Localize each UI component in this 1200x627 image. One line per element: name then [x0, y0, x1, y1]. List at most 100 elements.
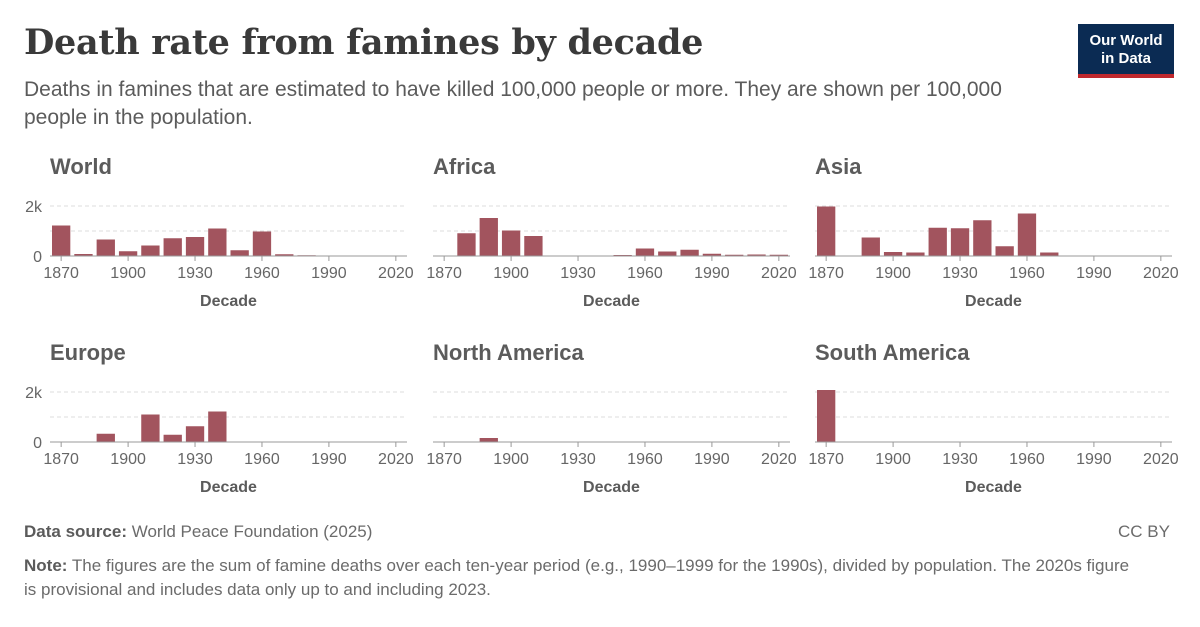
- x-tick-label: 1960: [244, 451, 280, 468]
- bar-europe-1910[interactable]: [141, 414, 160, 443]
- x-tick-label: 2020: [378, 265, 414, 282]
- bar-asia-1930[interactable]: [950, 228, 970, 256]
- note: Note: The figures are the sum of famine …: [24, 554, 1134, 602]
- x-tick-label: 2020: [761, 451, 797, 468]
- bar-africa-2020[interactable]: [769, 254, 788, 256]
- logo-line-2: in Data: [1100, 50, 1151, 67]
- bar-africa-1960[interactable]: [635, 248, 655, 257]
- bar-asia-1920[interactable]: [928, 227, 947, 256]
- x-tick-label: 1900: [875, 451, 911, 468]
- bar-asia-1950[interactable]: [995, 246, 1014, 256]
- panel-title-world: World: [50, 154, 112, 179]
- x-tick-label: 1930: [942, 265, 978, 282]
- x-tick-label: 1870: [43, 265, 79, 282]
- x-tick-label: 1870: [808, 451, 844, 468]
- chart-subtitle: Deaths in famines that are estimated to …: [24, 78, 1002, 129]
- bar-africa-1990[interactable]: [702, 253, 722, 256]
- panel-europe: Europe 0 2k 1870 1900 1930 1960 1990 2020 Decade: [25, 340, 414, 496]
- x-tick-label: 1960: [1009, 451, 1045, 468]
- bar-world-1870[interactable]: [52, 225, 71, 257]
- bar-world-1910[interactable]: [141, 245, 160, 257]
- data-source: Data source: World Peace Foundation (202…: [24, 522, 372, 542]
- x-tick-label: 1960: [244, 265, 280, 282]
- x-tick-label: 1870: [426, 265, 462, 282]
- x-tick-label: 1960: [627, 451, 663, 468]
- x-tick-label: 1870: [43, 451, 79, 468]
- x-tick-label: 1900: [493, 451, 529, 468]
- x-tick-label: 1990: [1076, 265, 1112, 282]
- bar-world-1920[interactable]: [163, 238, 182, 256]
- bar-europe-1920[interactable]: [163, 434, 182, 442]
- bar-asia-1910[interactable]: [906, 252, 925, 257]
- bar-asia-1870[interactable]: [817, 206, 836, 257]
- x-tick-label: 1990: [694, 265, 730, 282]
- logo-line-1: Our World: [1089, 32, 1163, 49]
- x-axis-label: Decade: [200, 293, 257, 310]
- bar-africa-1900[interactable]: [501, 230, 521, 257]
- owid-logo[interactable]: Our World in Data: [1078, 24, 1174, 78]
- x-tick-label: 1990: [694, 451, 730, 468]
- x-axis-label: Decade: [583, 479, 640, 496]
- data-source-label: Data source:: [24, 522, 127, 541]
- bar-asia-1940[interactable]: [973, 220, 992, 256]
- x-tick-label: 1990: [1076, 451, 1112, 468]
- bar-north-america-1890[interactable]: [479, 438, 498, 442]
- x-tick-label: 2020: [761, 265, 797, 282]
- y-tick-label: 2k: [25, 385, 43, 402]
- bar-world-1890[interactable]: [96, 239, 115, 257]
- bar-africa-1880[interactable]: [457, 233, 476, 256]
- license[interactable]: CC BY: [1118, 522, 1170, 541]
- x-tick-label: 2020: [378, 451, 414, 468]
- panel-title-north-america: North America: [433, 340, 585, 365]
- x-axis-label: Decade: [965, 479, 1022, 496]
- data-source-text[interactable]: World Peace Foundation (2025): [131, 522, 373, 541]
- x-tick-label: 1990: [311, 451, 347, 468]
- x-tick-label: 1870: [426, 451, 462, 468]
- panel-title-south-america: South America: [815, 340, 970, 365]
- x-tick-label: 2020: [1143, 265, 1179, 282]
- bar-world-1940[interactable]: [208, 228, 227, 257]
- bar-africa-1890[interactable]: [479, 218, 498, 256]
- bar-europe-1890[interactable]: [96, 433, 115, 442]
- bar-world-1930[interactable]: [185, 237, 205, 256]
- panel-world: World 0 2k 1870 1900 1930 1960 1990 2020 Decade: [25, 154, 414, 310]
- bar-africa-1980[interactable]: [680, 249, 699, 256]
- bar-world-1880[interactable]: [74, 254, 93, 256]
- panel-title-africa: Africa: [433, 154, 496, 179]
- bar-africa-1970[interactable]: [658, 251, 677, 257]
- x-tick-label: 1990: [311, 265, 347, 282]
- bar-asia-1890[interactable]: [861, 237, 880, 257]
- x-tick-label: 1960: [627, 265, 663, 282]
- x-axis-label: Decade: [200, 479, 257, 496]
- bar-world-1950[interactable]: [230, 250, 249, 256]
- y-tick-label: 0: [33, 435, 42, 452]
- x-tick-label: 1900: [110, 451, 146, 468]
- x-tick-label: 1930: [560, 265, 596, 282]
- panel-north-america: North America 1870 1900 1930 1960 1990 2020 Dec…: [426, 340, 796, 496]
- bar-world-1900[interactable]: [118, 251, 138, 256]
- y-tick-label: 2k: [25, 199, 43, 216]
- bar-africa-2010[interactable]: [747, 254, 766, 257]
- panel-title-asia: Asia: [815, 154, 862, 179]
- x-axis-label: Decade: [965, 293, 1022, 310]
- panel-south-america: South America 1870 1900 1930 1960 1990 2020 Dec…: [808, 340, 1178, 496]
- bar-asia-1900[interactable]: [883, 252, 903, 256]
- chart-title: Death rate from famines by decade: [24, 22, 704, 63]
- small-multiples-chart: World 0 2k 1870 1900 1930 1960 1990 2020 Decade Af…: [25, 154, 1179, 496]
- bar-asia-1960[interactable]: [1017, 213, 1037, 257]
- x-tick-label: 2020: [1143, 451, 1179, 468]
- bar-south-america-1870[interactable]: [817, 390, 836, 442]
- bar-africa-2000[interactable]: [725, 254, 744, 256]
- note-label: Note:: [24, 556, 68, 575]
- bar-europe-1930[interactable]: [185, 426, 205, 442]
- x-tick-label: 1900: [493, 265, 529, 282]
- bar-europe-1940[interactable]: [208, 411, 227, 443]
- bar-africa-1910[interactable]: [524, 236, 543, 256]
- x-tick-label: 1900: [110, 265, 146, 282]
- x-axis-label: Decade: [583, 293, 640, 310]
- panel-title-europe: Europe: [50, 340, 126, 365]
- bar-world-1960[interactable]: [252, 231, 272, 257]
- bar-world-1970[interactable]: [275, 254, 294, 256]
- bar-asia-1970[interactable]: [1040, 252, 1059, 257]
- note-text: The figures are the sum of famine deaths…: [24, 556, 1130, 599]
